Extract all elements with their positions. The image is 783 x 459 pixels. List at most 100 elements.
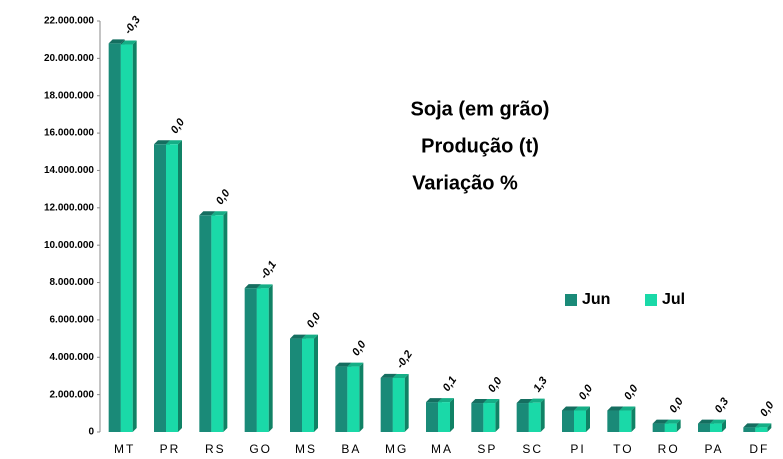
bar — [154, 144, 166, 433]
x-tick-label: GO — [249, 442, 272, 456]
variation-label: 0,3 — [713, 396, 732, 415]
bar-side — [178, 140, 182, 433]
bar-side — [631, 406, 636, 432]
bar — [483, 403, 496, 432]
bar-top — [471, 399, 488, 404]
bar-top — [426, 398, 442, 403]
bar-top — [607, 406, 624, 411]
bar — [302, 338, 314, 432]
bar — [743, 427, 756, 432]
variation-label: 0,0 — [577, 382, 596, 402]
bar — [380, 377, 393, 432]
x-tick-label: MA — [431, 442, 453, 456]
bar-top — [743, 423, 760, 428]
bar-side — [268, 284, 273, 432]
bar — [438, 402, 450, 432]
bar — [392, 378, 405, 432]
variation-label: 0,1 — [441, 374, 460, 393]
bar-side — [450, 398, 454, 432]
variation-label: 0,0 — [622, 382, 641, 402]
bar — [528, 402, 541, 432]
y-tick-label: 16.000.000 — [44, 128, 94, 139]
bar — [108, 43, 121, 432]
x-tick-label: PI — [570, 442, 585, 456]
legend-swatch — [565, 294, 577, 306]
bar — [471, 403, 484, 432]
bar-side — [540, 398, 545, 432]
chart-title-line: Produção (t) — [421, 135, 539, 157]
bar — [710, 423, 722, 432]
x-tick-label: MT — [114, 442, 135, 456]
bar-top — [211, 211, 228, 216]
variation-label: 1,3 — [531, 375, 550, 394]
variation-label: 0,0 — [305, 310, 324, 330]
bar-top — [574, 406, 590, 411]
x-tick-label: RS — [205, 442, 226, 456]
x-tick-label: PA — [704, 442, 723, 456]
variation-label: -0,1 — [258, 259, 279, 281]
bar-side — [314, 334, 318, 432]
legend-label: Jun — [582, 291, 610, 308]
y-tick-label: 20.000.000 — [44, 53, 94, 64]
bar — [652, 423, 665, 432]
variation-label: 0,0 — [169, 116, 188, 136]
bar-side — [359, 362, 364, 432]
bar — [199, 215, 212, 432]
bar-top — [664, 419, 681, 424]
x-tick-label: MS — [295, 442, 317, 456]
variation-label: -0,3 — [122, 14, 143, 36]
bar — [426, 402, 438, 432]
bar-side — [676, 419, 681, 432]
chart-title-line: Soja (em grão) — [411, 98, 550, 120]
bar-top — [562, 406, 578, 411]
y-tick-label: 4.000.000 — [50, 352, 95, 363]
y-tick-label: 22.000.000 — [44, 16, 94, 27]
x-tick-label: SC — [522, 442, 543, 456]
variation-label: -0,2 — [394, 349, 415, 371]
bar — [516, 403, 529, 432]
bar — [698, 423, 710, 432]
bar-top — [347, 362, 364, 367]
bar — [619, 410, 632, 432]
bar-top — [755, 423, 772, 428]
bar — [347, 366, 360, 432]
chart-title-line: Variação % — [412, 172, 518, 194]
bar-top — [438, 398, 454, 403]
bar — [574, 410, 586, 432]
x-tick-label: MG — [385, 442, 408, 456]
y-tick-label: 8.000.000 — [50, 277, 95, 288]
bar-top — [516, 399, 533, 404]
bar-top — [710, 419, 726, 424]
variation-label: 0,0 — [758, 399, 777, 419]
x-tick-label: TO — [613, 442, 633, 456]
bar-top — [335, 362, 352, 367]
bar-top — [120, 40, 137, 45]
legend-label: Jul — [662, 291, 685, 308]
bar-top — [108, 39, 125, 44]
bar-top — [154, 140, 170, 145]
bar-top — [652, 419, 669, 424]
y-tick-label: 14.000.000 — [44, 165, 94, 176]
bar-top — [380, 373, 397, 378]
bar — [335, 366, 348, 432]
bar-top — [392, 374, 409, 379]
bar — [755, 427, 768, 432]
variation-label: 0,0 — [350, 338, 369, 358]
bar-top — [166, 140, 182, 145]
bar-side — [404, 374, 409, 432]
bar-side — [722, 419, 726, 432]
x-tick-label: SP — [477, 442, 497, 456]
bar-side — [586, 406, 590, 432]
bar — [244, 288, 257, 432]
bar — [166, 144, 178, 433]
y-tick-label: 10.000.000 — [44, 240, 94, 251]
bar-top — [302, 334, 318, 339]
y-tick-label: 0 — [88, 427, 94, 438]
bar-side — [767, 423, 772, 432]
bar-top — [698, 419, 714, 424]
bar-side — [495, 399, 500, 432]
bar — [290, 338, 302, 432]
y-tick-label: 18.000.000 — [44, 90, 94, 101]
bar-side — [223, 211, 228, 432]
